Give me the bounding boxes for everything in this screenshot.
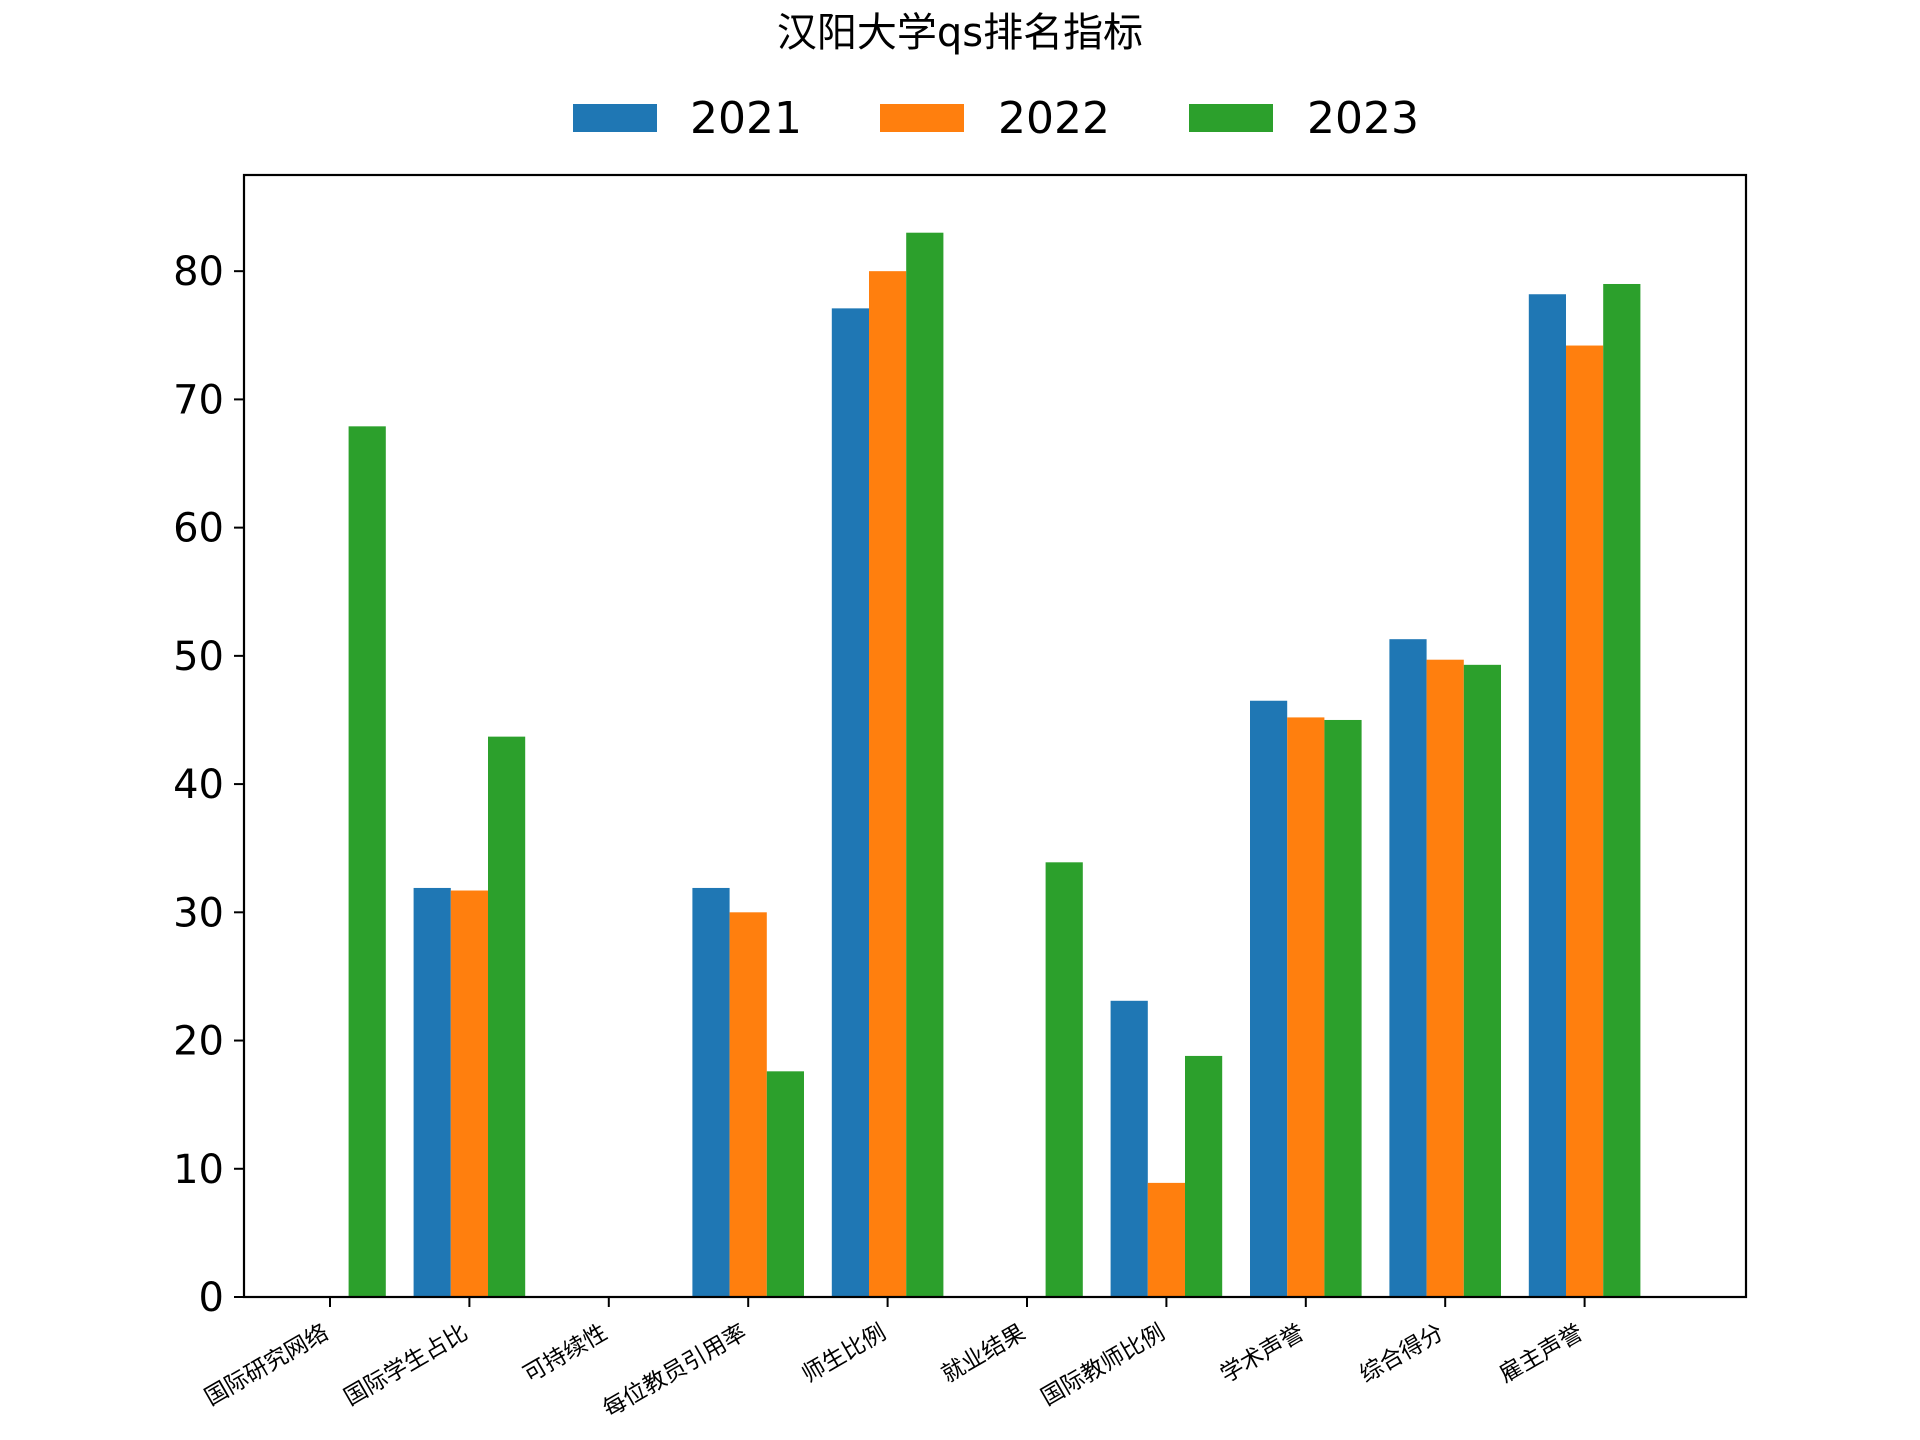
bar-2021-1 — [413, 887, 451, 1297]
y-tick-label: 10 — [173, 1147, 224, 1193]
y-tick-label: 40 — [173, 762, 224, 808]
x-tick-label: 师生比例 — [798, 1320, 891, 1389]
plot-area: 0 10 20 30 40 50 60 70 80 国际研究网络 国际学生占比 可持续性每位教员引用率… — [173, 173, 1748, 1423]
y-tick-label: 80 — [173, 249, 224, 295]
bar-2021-7 — [1250, 700, 1288, 1297]
legend: 2021 2022 2023 — [573, 93, 1419, 144]
chart-title: 汉阳大学qs排名指标 — [777, 10, 1143, 56]
bar-2021-3 — [692, 887, 730, 1297]
legend-label-2023: 2023 — [1307, 93, 1419, 144]
bar-2023-1 — [488, 736, 526, 1297]
bar-2021-8 — [1389, 639, 1427, 1297]
y-tick-label: 0 — [199, 1275, 224, 1321]
legend-label-2021: 2021 — [690, 93, 802, 144]
x-tick-label: 每位教员引用率 — [599, 1320, 751, 1423]
bar-2022-4 — [869, 271, 907, 1297]
bar-2021-4 — [831, 308, 869, 1297]
bar-2021-6 — [1110, 1000, 1148, 1297]
bar-2021-9 — [1528, 294, 1566, 1297]
bar-2022-6 — [1147, 1182, 1185, 1297]
legend-swatch-2023 — [1189, 104, 1273, 132]
legend-label-2022: 2022 — [998, 93, 1110, 144]
x-tick-label: 国际研究网络 — [200, 1320, 333, 1412]
bar-2023-9 — [1603, 283, 1641, 1297]
x-tick-label: 国际教师比例 — [1037, 1320, 1170, 1412]
bar-2022-3 — [729, 912, 767, 1297]
y-tick-label: 30 — [173, 890, 224, 936]
bar-2023-4 — [906, 232, 944, 1298]
bar-2022-9 — [1566, 345, 1604, 1297]
y-tick-label: 70 — [173, 377, 224, 423]
x-tick-label: 学术声誉 — [1216, 1320, 1309, 1389]
bar-2022-1 — [450, 890, 488, 1297]
legend-swatch-2021 — [573, 104, 657, 132]
bar-2023-5 — [1045, 862, 1083, 1297]
x-tick-label: 国际学生占比 — [340, 1320, 473, 1412]
bar-2022-7 — [1287, 717, 1325, 1297]
bar-2023-6 — [1185, 1055, 1223, 1297]
bar-2023-8 — [1463, 664, 1501, 1297]
bar-2023-3 — [766, 1071, 804, 1297]
bar-2023-7 — [1324, 719, 1362, 1297]
bar-2023-0 — [348, 426, 386, 1298]
x-tick-label: 雇主声誉 — [1495, 1320, 1588, 1389]
x-tick-label: 就业结果 — [937, 1320, 1030, 1389]
x-tick-label: 可持续性 — [519, 1320, 612, 1389]
y-tick-label: 50 — [173, 634, 224, 680]
bar-2022-8 — [1426, 659, 1464, 1297]
axes-frame — [242, 173, 1748, 1299]
y-tick-label: 20 — [173, 1019, 224, 1065]
legend-swatch-2022 — [880, 104, 964, 132]
x-tick-label: 综合得分 — [1356, 1320, 1449, 1389]
y-tick-label: 60 — [173, 506, 224, 552]
